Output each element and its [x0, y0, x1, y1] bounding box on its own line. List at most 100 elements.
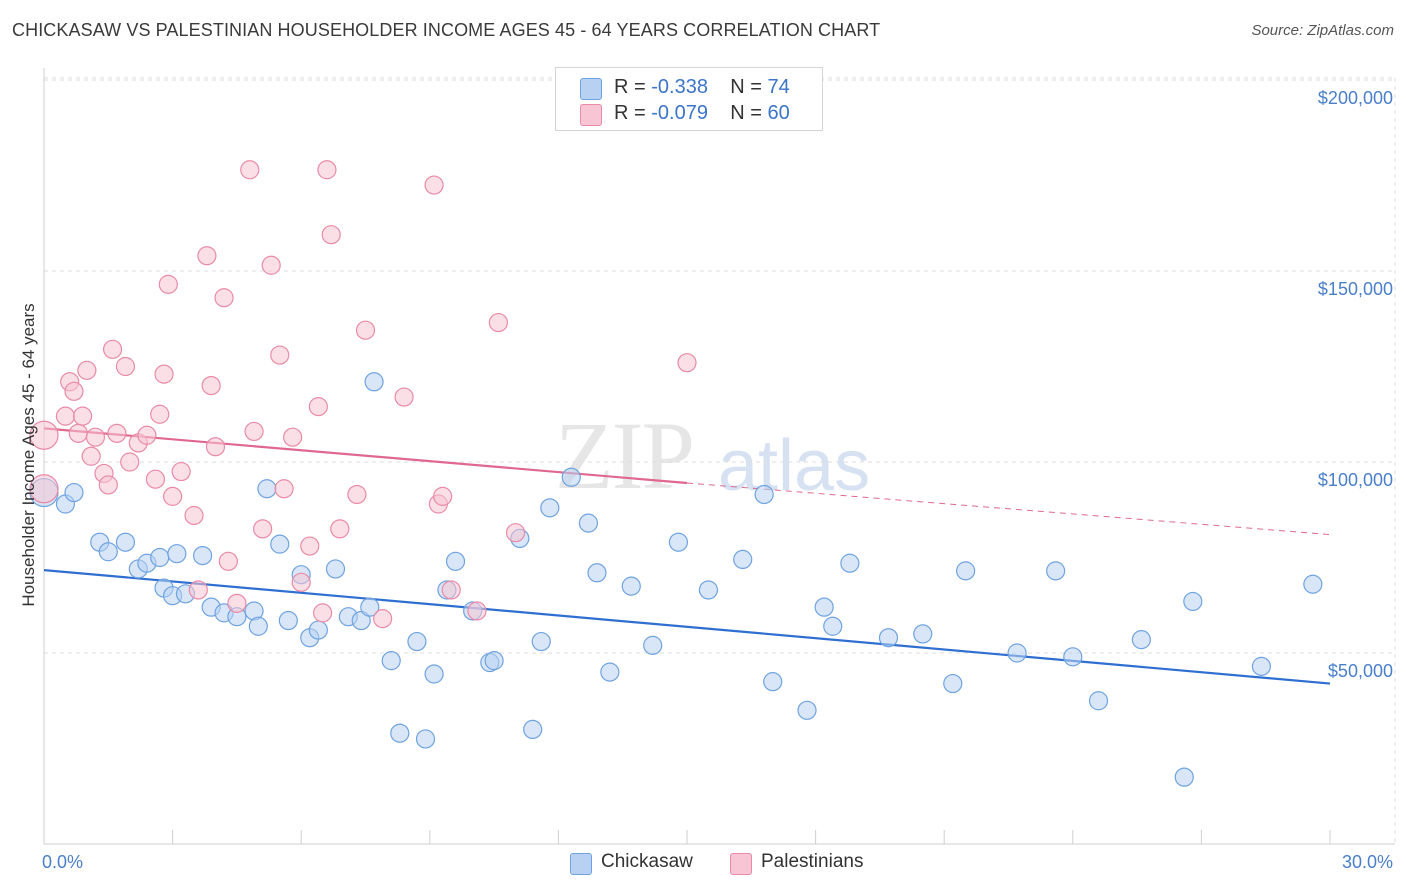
bottom-legend-swatch-chickasaw [570, 853, 592, 875]
palestinian-point [424, 175, 444, 195]
palestinian-point [308, 397, 328, 417]
chart-title: CHICKASAW VS PALESTINIAN HOUSEHOLDER INC… [12, 20, 881, 40]
palestinian-point [330, 519, 350, 539]
palestinian-point [85, 427, 106, 447]
palestinian-point [214, 288, 234, 308]
chickasaw-point [668, 532, 689, 552]
palestinian-point [347, 484, 367, 505]
palestinian-point [55, 406, 76, 426]
data-points [29, 160, 1323, 787]
chickasaw-point [763, 672, 783, 692]
legend-n-label: N = [730, 76, 762, 98]
legend-n-label: N = [730, 102, 762, 124]
palestinian-point [244, 421, 264, 442]
chickasaw-point [1183, 591, 1203, 612]
palestinian-point [163, 486, 183, 506]
chickasaw-point [621, 576, 641, 596]
chickasaw-point [193, 545, 213, 566]
palestinian-point [321, 225, 341, 245]
chickasaw-point [115, 532, 136, 552]
palestinian-point [227, 593, 247, 613]
chickasaw-point [445, 551, 466, 571]
chickasaw-point [248, 616, 268, 636]
chickasaw-point [878, 628, 899, 648]
chickasaw-point [415, 729, 436, 749]
palestinian-point [188, 580, 208, 600]
palestinian-point [98, 475, 118, 495]
chickasaw-trend-line [43, 569, 1331, 685]
palestinian-point [253, 519, 273, 539]
chickasaw-point [407, 631, 427, 652]
bottom-legend-label-palestinians: Palestinians [761, 851, 864, 872]
palestinian-point [81, 446, 101, 466]
chickasaw-point [150, 547, 170, 568]
grid-lines [44, 77, 1396, 844]
chickasaw-point [390, 723, 410, 743]
palestinian-point [145, 469, 166, 489]
chickasaw-point [98, 542, 118, 562]
palestinian-point [201, 376, 221, 396]
palestinian-point [677, 353, 697, 373]
palestinian-point [197, 246, 217, 266]
chickasaw-point [1174, 767, 1194, 787]
palestinian-point [72, 406, 93, 426]
legend-r-label: R = [614, 76, 646, 98]
chickasaw-point [381, 651, 401, 671]
palestinian-point [317, 160, 337, 180]
chickasaw-point [360, 597, 380, 617]
chickasaw-point [523, 719, 543, 740]
palestinian-point [488, 312, 508, 333]
chickasaw-point [257, 479, 277, 499]
palestinian-point [441, 580, 461, 600]
palestinian-point [274, 479, 294, 499]
chickasaw-point [1088, 691, 1109, 711]
chickasaw-point [308, 620, 328, 640]
palestinian-point [394, 387, 414, 407]
palestinian-point [218, 551, 238, 571]
chickasaw-point [351, 610, 371, 631]
palestinian-point [291, 572, 311, 592]
y-tick-label: $150,000 [1318, 279, 1393, 299]
palestinian-point [107, 423, 127, 443]
chickasaw-point [325, 559, 346, 579]
chickasaw-point [1007, 643, 1027, 663]
palestinian-point [505, 523, 526, 543]
legend-r-value-chickasaw: -0.338 [651, 76, 708, 98]
palestinian-point [205, 437, 226, 457]
chart-source: Source: ZipAtlas.com [1251, 22, 1394, 39]
chickasaw-point [278, 610, 298, 631]
palestinian-point [240, 160, 260, 180]
palestinian-point [77, 360, 97, 380]
palestinian-point [313, 603, 333, 623]
axis-labels: $200,000 $150,000 $100,000 $50,000 0.0% 30.0%… [19, 88, 1393, 872]
palestinian-trend-extension [686, 482, 1331, 536]
y-tick-label: $100,000 [1318, 470, 1393, 490]
palestinian-point [355, 320, 376, 340]
palestinian-point [68, 423, 88, 443]
chickasaw-point [1063, 647, 1083, 667]
chickasaw-point [270, 534, 290, 554]
chickasaw-point [823, 616, 843, 636]
palestinian-point [300, 536, 320, 556]
chickasaw-point [698, 580, 719, 600]
palestinian-point [261, 255, 281, 275]
x-axis-min-label: 0.0% [42, 852, 83, 872]
chickasaw-point [943, 673, 963, 694]
chickasaw-point [1251, 656, 1272, 676]
chickasaw-point [733, 549, 753, 570]
palestinian-point [373, 609, 393, 629]
palestinian-point [137, 425, 157, 445]
chickasaw-point [956, 561, 976, 581]
chickasaw-point [364, 372, 384, 392]
correlation-legend: R = -0.338 N = 74 R = -0.079 N = 60 [555, 67, 823, 131]
palestinian-point [433, 486, 453, 506]
legend-r-label: R = [614, 102, 646, 124]
chickasaw-point [643, 635, 663, 655]
chickasaw-point [531, 631, 551, 652]
chickasaw-point [484, 651, 504, 671]
chickasaw-point [561, 467, 581, 487]
x-axis-max-label: 30.0% [1342, 852, 1393, 872]
chickasaw-point [754, 484, 774, 505]
y-axis-label: Householder Income Ages 45 - 64 years [19, 303, 38, 606]
